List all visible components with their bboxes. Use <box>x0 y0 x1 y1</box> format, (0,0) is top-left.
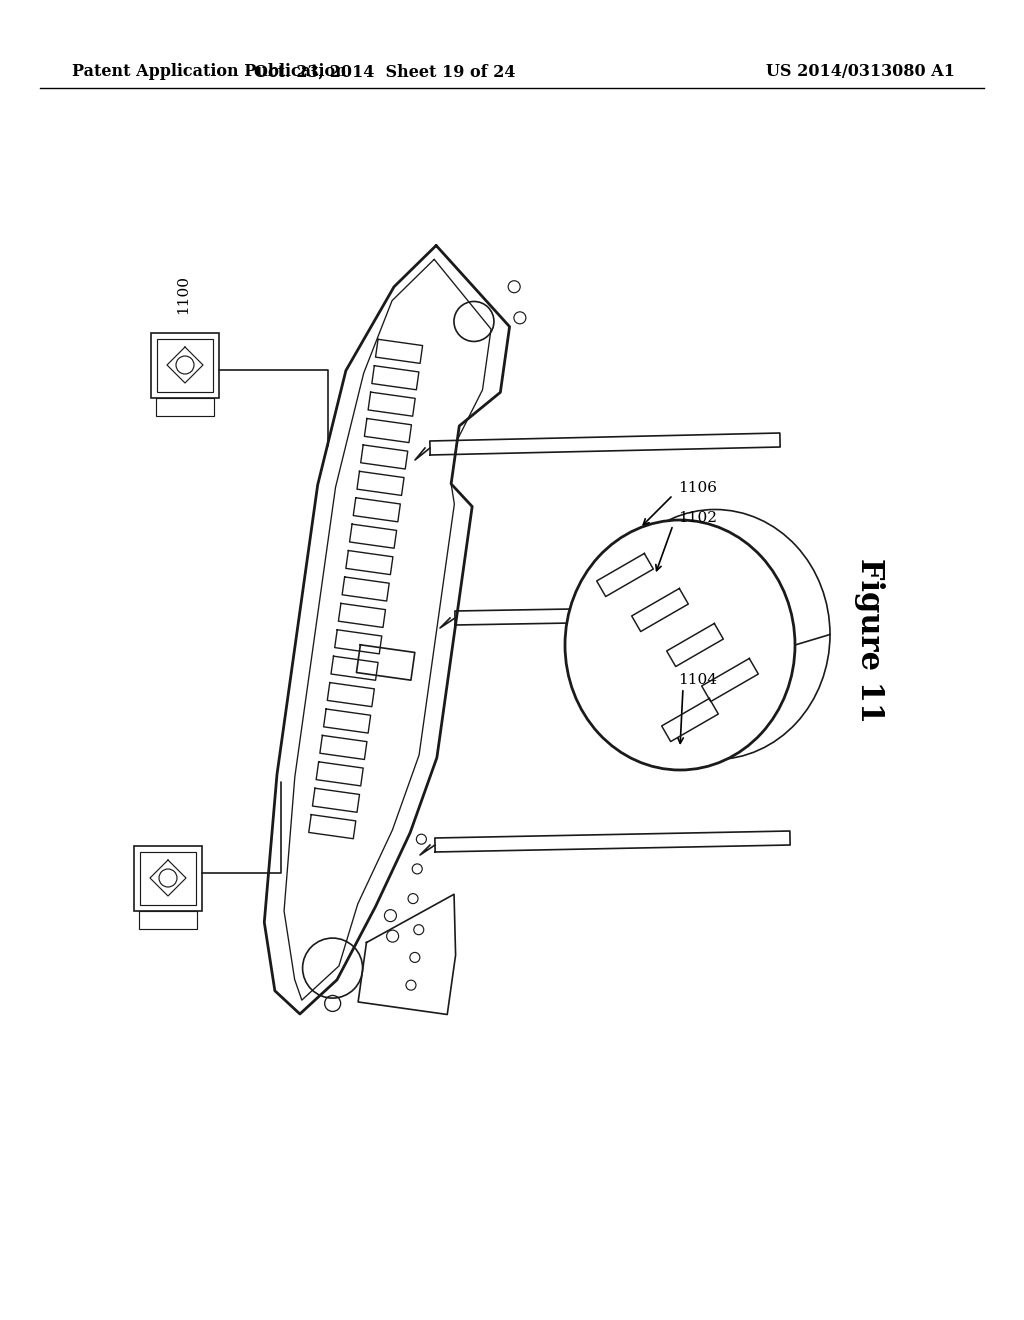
Bar <box>151 333 219 397</box>
Text: 1106: 1106 <box>678 480 717 495</box>
Text: 1102: 1102 <box>678 511 717 525</box>
Text: 1104: 1104 <box>678 673 717 686</box>
Text: Oct. 23, 2014  Sheet 19 of 24: Oct. 23, 2014 Sheet 19 of 24 <box>254 63 516 81</box>
Bar <box>140 851 196 904</box>
Text: Patent Application Publication: Patent Application Publication <box>72 63 347 81</box>
Text: US 2014/0313080 A1: US 2014/0313080 A1 <box>766 63 954 81</box>
Bar <box>156 397 214 416</box>
Bar <box>134 846 202 911</box>
Ellipse shape <box>565 520 795 770</box>
Text: Figure 11: Figure 11 <box>854 557 886 722</box>
Bar <box>157 338 213 392</box>
Bar <box>139 911 197 928</box>
Text: 1100: 1100 <box>176 276 190 314</box>
